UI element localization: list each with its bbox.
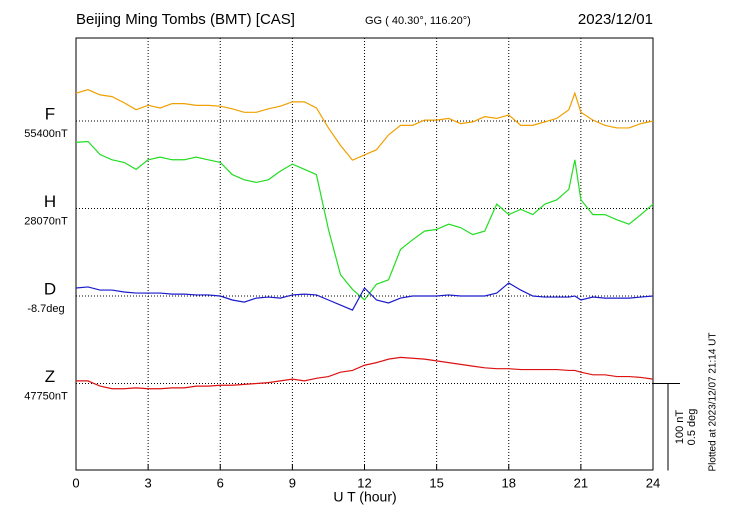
x-tick-label: 9 (289, 475, 296, 490)
baseline-label: 55400nT (24, 128, 68, 140)
series-line (76, 356, 654, 390)
chart-date: 2023/12/01 (578, 11, 653, 28)
x-tick-label: 12 (357, 475, 371, 490)
scale-bar-label: 100 nT (674, 410, 686, 445)
x-tick-label: 6 (217, 475, 224, 490)
x-tick-label: 24 (646, 475, 660, 490)
x-tick-label: 0 (72, 475, 79, 490)
chart-subtitle: GG ( 40.30°, 116.20°) (365, 15, 471, 27)
footnote: Plotted at 2023/12/07 21:14 UT (708, 333, 719, 472)
series-name: D (44, 279, 56, 298)
x-tick-label: 21 (574, 475, 588, 490)
scale-bar-label: 0.5 deg (686, 409, 698, 446)
x-tick-label: 18 (502, 475, 516, 490)
series-name: H (44, 192, 56, 211)
x-tick-label: 3 (145, 475, 152, 490)
series-name: Z (45, 367, 55, 386)
baseline-label: -8.7deg (27, 303, 64, 315)
series-name: F (45, 104, 55, 123)
series-line (75, 89, 654, 161)
x-axis-label: U T (hour) (333, 489, 396, 505)
x-tick-label: 15 (429, 475, 443, 490)
baseline-label: 28070nT (24, 215, 68, 227)
baseline-label: 47750nT (24, 390, 68, 402)
series-line (75, 140, 654, 301)
chart-title: Beijing Ming Tombs (BMT) [CAS] (76, 11, 295, 28)
series-line (75, 282, 654, 311)
